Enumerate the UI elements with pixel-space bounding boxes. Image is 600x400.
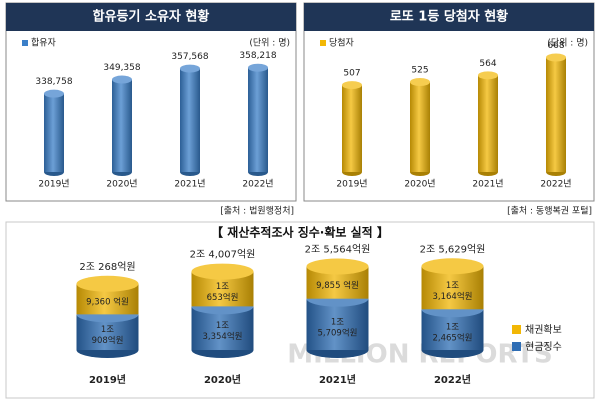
title-bar xyxy=(304,3,594,31)
value-label: 908억원 xyxy=(92,335,124,346)
value-label: 5,709억원 xyxy=(318,327,358,338)
value-label: 507 xyxy=(343,69,360,79)
x-tick-label: 2021년 xyxy=(472,179,503,190)
segment-top xyxy=(306,258,369,275)
x-tick-label: 2019년 xyxy=(336,179,367,190)
x-tick-label: 2020년 xyxy=(204,373,241,386)
chart-title: 【 재산추적조사 징수·확보 실적 】 xyxy=(211,225,389,240)
bar xyxy=(342,85,362,172)
bar-top xyxy=(478,71,498,80)
total-label: 2조 5,564억원 xyxy=(305,243,371,255)
legend-label: 채권확보 xyxy=(525,324,562,336)
total-label: 2조 268억원 xyxy=(79,261,135,273)
value-label: 1조 xyxy=(101,325,114,335)
segment-top xyxy=(191,263,254,280)
title-bar xyxy=(6,3,296,31)
x-tick-label: 2019년 xyxy=(38,179,69,190)
x-tick-label: 2022년 xyxy=(242,179,273,190)
value-label: 2,465억원 xyxy=(433,333,473,344)
source: [출처 : 동행복권 포털] xyxy=(507,205,592,217)
bar xyxy=(44,93,64,172)
x-tick-label: 2021년 xyxy=(174,179,205,190)
value-label: 338,758 xyxy=(35,77,72,87)
value-label: 668 xyxy=(547,41,564,51)
bar-top xyxy=(112,75,132,84)
value-label: 1조 xyxy=(216,321,229,331)
total-label: 2조 4,007억원 xyxy=(190,249,256,261)
legend-swatch xyxy=(512,342,521,351)
bar-top xyxy=(546,53,566,62)
legend-swatch xyxy=(22,40,28,46)
bar xyxy=(112,79,132,172)
value-label: 358,218 xyxy=(239,51,276,61)
chart-title: 합유등기 소유자 현황 xyxy=(93,9,210,25)
bar-top xyxy=(180,64,200,73)
bar xyxy=(180,68,200,172)
total-label: 2조 5,629억원 xyxy=(420,243,486,255)
bar xyxy=(410,82,430,172)
bar xyxy=(546,57,566,172)
source: [출처 : 법원행정처] xyxy=(220,205,294,217)
unit-label: (단위 : 명) xyxy=(249,38,290,49)
x-tick-label: 2020년 xyxy=(106,179,137,190)
legend-label: 당첨자 xyxy=(329,38,355,49)
value-label: 357,568 xyxy=(171,52,208,62)
legend-label: 현금징수 xyxy=(525,341,562,353)
unit-label: (단위 : 명) xyxy=(547,38,588,49)
bar-top xyxy=(248,63,268,72)
chart-title: 로또 1등 당첨자 현황 xyxy=(390,9,508,25)
x-tick-label: 2019년 xyxy=(89,373,126,386)
legend-label: 합유자 xyxy=(31,38,57,49)
value-label: 1조 xyxy=(216,282,229,292)
x-tick-label: 2022년 xyxy=(540,179,571,190)
bar-top xyxy=(342,81,362,90)
bar-top xyxy=(44,89,64,98)
segment-top xyxy=(76,275,139,292)
segment-top xyxy=(421,258,484,275)
bar xyxy=(478,75,498,172)
value-label: 1조 xyxy=(446,281,459,291)
bar xyxy=(248,67,268,172)
value-label: 9,360 억원 xyxy=(86,297,129,308)
value-label: 564 xyxy=(479,59,496,69)
value-label: 653억원 xyxy=(207,292,239,303)
x-tick-label: 2021년 xyxy=(319,373,356,386)
bar-segment xyxy=(306,298,369,350)
value-label: 349,358 xyxy=(103,63,140,73)
legend-swatch xyxy=(512,325,521,334)
bar-top xyxy=(410,78,430,86)
value-label: 1조 xyxy=(446,323,459,333)
x-tick-label: 2022년 xyxy=(434,373,471,386)
x-tick-label: 2020년 xyxy=(404,179,435,190)
value-label: 3,354억원 xyxy=(203,331,243,342)
legend-swatch xyxy=(320,40,326,46)
value-label: 3,164억원 xyxy=(433,291,473,302)
value-label: 9,855 억원 xyxy=(316,280,359,291)
value-label: 525 xyxy=(411,66,428,76)
value-label: 1조 xyxy=(331,317,344,327)
